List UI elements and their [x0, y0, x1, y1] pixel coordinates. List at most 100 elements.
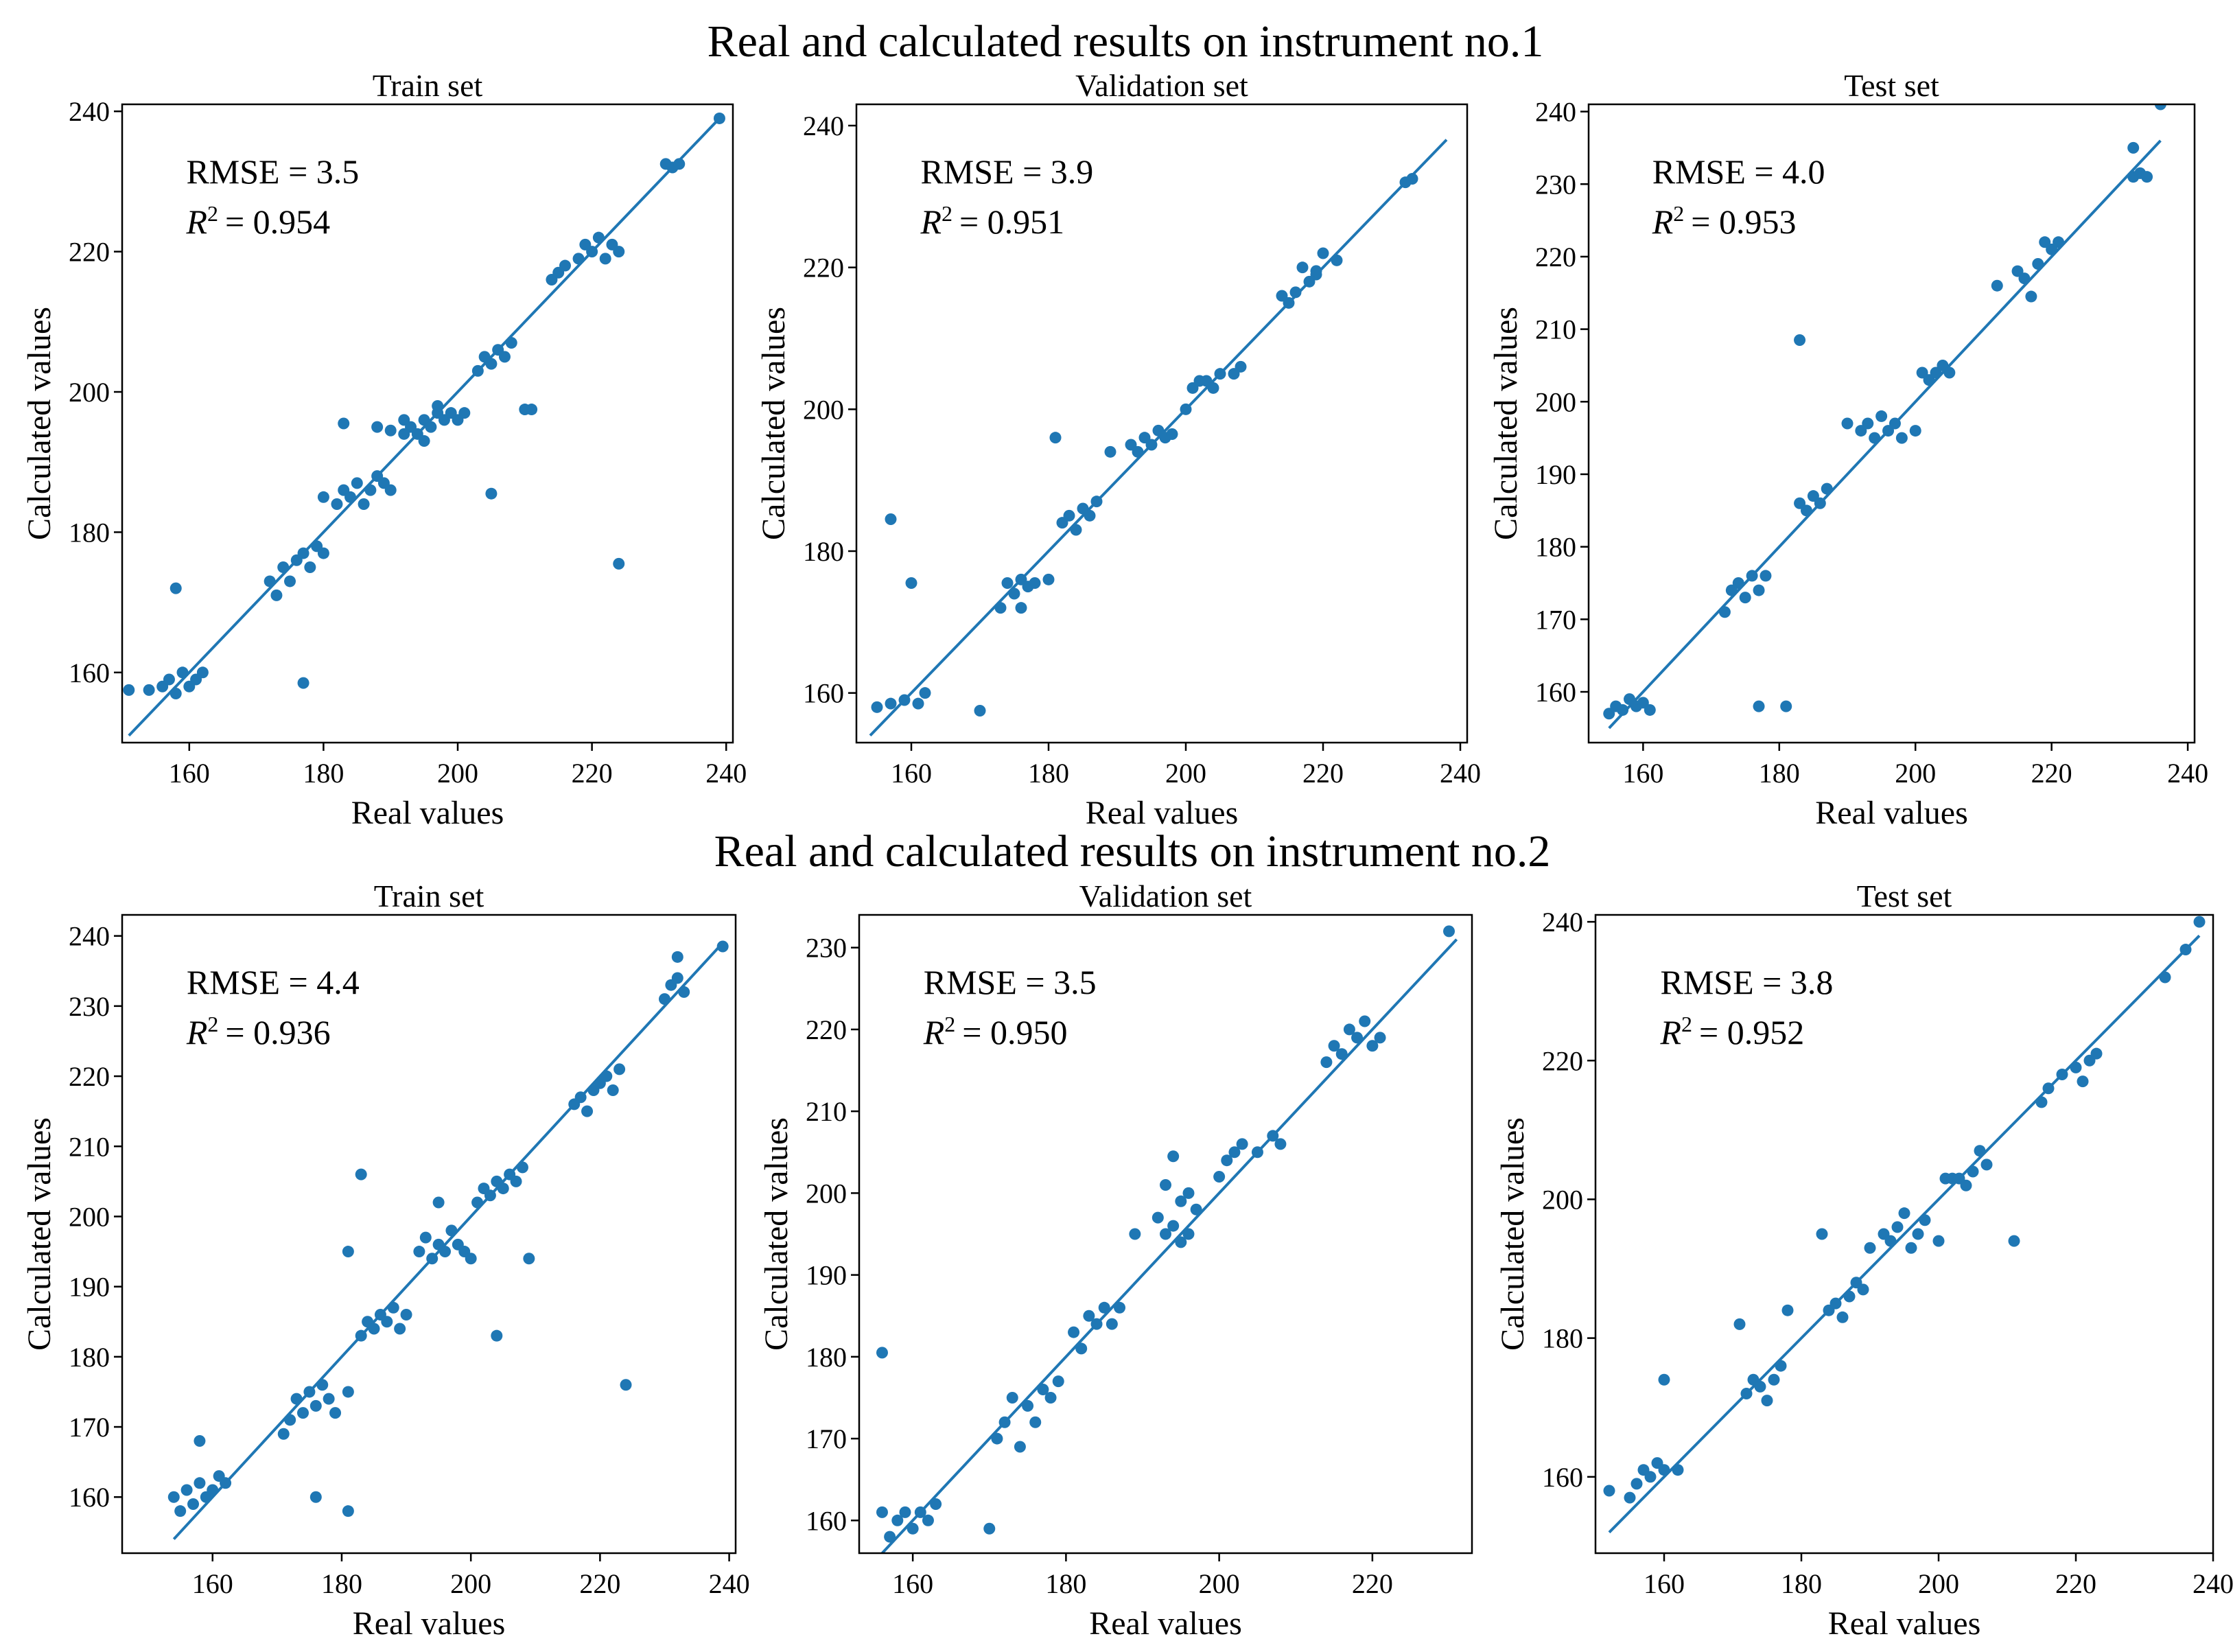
- x-tick-label: 220: [579, 1568, 620, 1599]
- x-tick-label: 160: [1622, 758, 1663, 789]
- data-point: [1090, 1318, 1103, 1330]
- r2-annotation: R2 = 0.952: [1660, 1012, 1805, 1051]
- data-point: [1841, 417, 1854, 430]
- data-point: [498, 351, 511, 363]
- data-point: [1175, 1236, 1187, 1248]
- data-point: [1754, 1380, 1766, 1393]
- data-point: [2070, 1061, 2082, 1073]
- data-point: [1775, 1360, 1787, 1372]
- data-point: [1443, 925, 1455, 938]
- suptitle-instrument-2: Real and calculated results on instrumen…: [714, 826, 1551, 876]
- data-point: [671, 972, 683, 984]
- plot-area: [1603, 104, 2166, 730]
- data-point: [1166, 428, 1178, 440]
- data-point: [912, 697, 924, 710]
- data-point: [2008, 1235, 2020, 1247]
- data-point: [398, 428, 410, 440]
- data-point: [270, 589, 283, 601]
- data-point: [1283, 296, 1295, 309]
- data-point: [1289, 286, 1302, 299]
- fit-line: [128, 117, 721, 737]
- data-point: [1351, 1032, 1364, 1044]
- panels: Train set 160 180 200 220 240 160 180 200 220 240 R…: [21, 68, 2233, 1642]
- data-point: [1980, 1159, 1993, 1171]
- data-point: [1603, 1485, 1615, 1497]
- data-point: [1794, 334, 1806, 346]
- x-tick-label: 220: [2055, 1568, 2096, 1599]
- x-axis-label: Real values: [353, 1605, 506, 1642]
- data-point: [458, 407, 471, 419]
- scatter-panel: Train set 160 180 200 220 240 160 180 200 220 240 R…: [21, 68, 747, 831]
- data-point: [1029, 577, 1041, 589]
- data-point: [329, 1407, 342, 1419]
- data-point: [2018, 272, 2031, 285]
- data-point: [1320, 1056, 1333, 1069]
- data-point: [1106, 1318, 1118, 1330]
- r2-annotation: R2 = 0.951: [920, 201, 1064, 241]
- data-point: [194, 1434, 206, 1447]
- data-point: [384, 424, 397, 437]
- data-point: [1083, 1310, 1095, 1322]
- data-point: [1781, 1304, 1794, 1316]
- data-point: [899, 1506, 911, 1518]
- y-tick-label: 200: [803, 394, 844, 425]
- rmse-annotation: RMSE = 4.0: [1652, 152, 1825, 191]
- data-point: [167, 1491, 180, 1503]
- rmse-annotation: RMSE = 3.9: [920, 152, 1093, 191]
- data-point: [1658, 1464, 1670, 1476]
- data-point: [1151, 1211, 1164, 1224]
- x-tick-label: 160: [892, 1568, 933, 1599]
- data-point: [432, 399, 444, 412]
- x-tick-label: 200: [1895, 758, 1936, 789]
- x-tick-label: 240: [2193, 1568, 2233, 1599]
- data-point: [876, 1347, 888, 1359]
- panel-title: Train set: [373, 68, 483, 103]
- data-point: [323, 1393, 335, 1405]
- axes-frame: [858, 914, 1473, 1555]
- scatter-panel: Validation set 160 180 200 220 240 160 180 200 22…: [756, 68, 1481, 831]
- data-point: [1084, 509, 1096, 522]
- data-point: [316, 1379, 329, 1391]
- y-tick-label: 240: [803, 110, 844, 141]
- data-point: [1905, 1242, 1917, 1254]
- x-tick-label: 180: [321, 1568, 362, 1599]
- data-point: [620, 1379, 632, 1391]
- data-point: [1070, 524, 1082, 536]
- data-point: [358, 498, 370, 511]
- y-tick-label: 160: [69, 658, 110, 688]
- data-point: [1214, 368, 1226, 380]
- data-point: [1753, 700, 1765, 712]
- x-tick-label: 180: [1045, 1568, 1086, 1599]
- data-point: [613, 1063, 626, 1075]
- data-point: [2025, 290, 2037, 303]
- data-point: [1015, 602, 1027, 614]
- data-point: [905, 577, 917, 589]
- data-point: [673, 158, 686, 170]
- data-point: [885, 513, 897, 525]
- data-point: [371, 421, 384, 433]
- y-tick-label: 170: [1535, 604, 1576, 635]
- data-point: [713, 112, 725, 124]
- data-point: [1919, 1214, 1931, 1226]
- data-point: [871, 701, 883, 713]
- x-tick-label: 200: [1918, 1568, 1959, 1599]
- data-point: [1052, 1375, 1064, 1388]
- data-point: [1221, 1154, 1233, 1167]
- data-point: [1374, 1032, 1386, 1044]
- data-point: [592, 231, 605, 244]
- panel-title: Test set: [1857, 879, 1952, 914]
- data-point: [1869, 432, 1881, 444]
- data-point: [1167, 1220, 1180, 1232]
- data-point: [394, 1323, 406, 1335]
- y-tick-label: 160: [806, 1505, 847, 1536]
- data-point: [381, 1316, 393, 1328]
- y-tick-label: 180: [69, 517, 110, 548]
- x-tick-label: 160: [1644, 1568, 1685, 1599]
- data-point: [2077, 1075, 2089, 1088]
- data-point: [2159, 971, 2171, 984]
- x-tick-label: 160: [169, 758, 210, 789]
- y-tick-label: 160: [1535, 677, 1576, 708]
- axes-frame: [1594, 914, 2214, 1555]
- data-point: [1251, 1146, 1263, 1159]
